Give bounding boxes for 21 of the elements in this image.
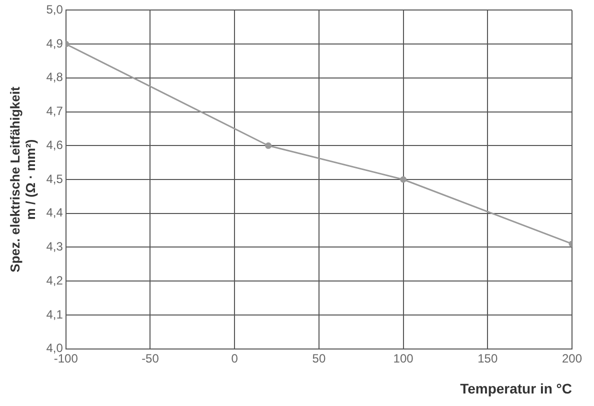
y-tick-label: 4,2: [46, 273, 64, 288]
x-axis-title: Temperatur in °C: [460, 380, 572, 396]
x-tick-label: 0: [231, 351, 238, 366]
y-tick-label: 4,0: [46, 341, 64, 356]
point: [265, 142, 272, 149]
y-tick-label: 4,6: [46, 138, 64, 152]
y-tick-label: 5,0: [46, 2, 64, 17]
x-tick-label: -50: [142, 351, 160, 366]
y-tick-label: 4,1: [46, 307, 64, 322]
y-tick-label: 4,4: [46, 206, 64, 220]
y-tick-label: 4,8: [46, 70, 64, 84]
x-tick-label: 100: [393, 351, 414, 366]
point: [400, 176, 407, 183]
y-tick-label: 4,9: [46, 36, 64, 50]
y-tick-label: 4,7: [46, 104, 64, 118]
x-tick-label: 200: [562, 351, 582, 366]
y-tick-label: 4,3: [46, 240, 64, 254]
y-tick-label: 4,5: [46, 172, 64, 186]
x-tick-label: 50: [312, 351, 326, 366]
y-axis-title: Spez. elektrische Leitfähigkeit m / (Ω · mm²): [7, 86, 38, 272]
x-tick-label: 150: [478, 351, 498, 366]
